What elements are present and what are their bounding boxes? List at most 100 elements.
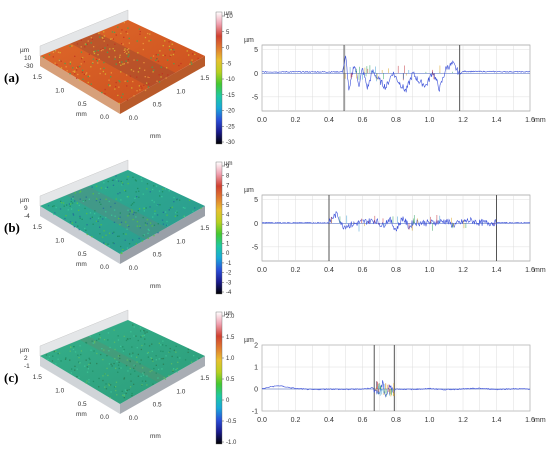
x-tick-label: 1.6 — [525, 417, 535, 424]
y-tick-label: 0 — [254, 71, 258, 78]
surface-texture — [47, 175, 202, 255]
x-tick-label: 0.6 — [358, 117, 368, 124]
surface-side-face — [40, 356, 120, 414]
surface-z-tick: -1 — [24, 363, 30, 370]
surface-axis-unit: mm — [150, 433, 161, 440]
surface-z-tick: 9 — [24, 205, 28, 212]
profile-series — [261, 211, 530, 232]
y-tick-label: 5 — [254, 197, 258, 204]
y-tick-label: 1 — [254, 365, 258, 372]
surface-front-face — [120, 356, 205, 414]
colorbar-tick: -30 — [226, 140, 235, 146]
colorbar-tick: -0.5 — [226, 419, 237, 425]
x-axis-unit: mm — [534, 117, 546, 124]
x-tick-label: 1.6 — [525, 117, 535, 124]
surface-side-tick: 1.5 — [33, 74, 42, 81]
surface-z-tick: 2 — [24, 355, 28, 362]
x-tick-label: 1.0 — [425, 117, 435, 124]
profile-chart: 5 0 -5 0.0 0.2 0.4 0.6 0.8 1.0 1.2 1.4 1.6 mm µm — [244, 37, 546, 124]
colorbar: µm9 8 7 6 5 4 3 2 1 0 -1 -2 -3 -4 — [215, 161, 232, 296]
profile-accents — [375, 381, 395, 397]
surface-axis-unit: mm — [150, 133, 161, 140]
surface-side-tick: 0.5 — [78, 251, 87, 258]
surface-side-tick: 0.5 — [78, 101, 87, 108]
y-tick-label: -1 — [252, 409, 258, 416]
surface-front-face — [120, 206, 205, 264]
colorbar-gradient — [215, 311, 223, 445]
surface-axis-unit: mm — [150, 283, 161, 290]
colorbar-tick: 0 — [226, 398, 230, 404]
profile-series — [261, 380, 531, 398]
colorbar-tick: 6 — [226, 193, 230, 199]
x-tick-label: 0.6 — [358, 267, 368, 274]
surface-texture — [43, 21, 199, 105]
surface-top — [40, 320, 205, 404]
colorbar-tick: 1.0 — [226, 356, 235, 362]
colorbar-tick: 10 — [226, 14, 233, 20]
colorbar-unit: µm — [224, 161, 232, 167]
x-tick-label: 1.4 — [492, 117, 502, 124]
surface-texture — [45, 324, 200, 399]
colorbar-tick: 2 — [226, 232, 230, 238]
y-tick-label: 0 — [254, 387, 258, 394]
colorbar-tick: 0 — [226, 251, 230, 257]
colorbar-tick: -3 — [226, 280, 232, 286]
surface-z-unit: µm — [20, 47, 29, 54]
x-tick-label: 0.4 — [324, 117, 334, 124]
surface-front-tick: 0.5 — [153, 102, 162, 109]
colorbar-tick: 1.5 — [226, 335, 235, 341]
profile-series — [261, 55, 531, 93]
x-tick-label: 0.0 — [257, 417, 267, 424]
row-2: (c)0.00.51.01.50.00.51.01.5mmmmµm2-1µm2.… — [4, 309, 546, 446]
surface-front-face — [120, 56, 205, 114]
surface-front-tick: 0.0 — [129, 415, 138, 422]
y-tick-label: 5 — [254, 47, 258, 54]
surface-z-tick: -4 — [24, 213, 30, 220]
profile-accents — [330, 215, 497, 232]
surface-front-tick: 0.0 — [129, 115, 138, 122]
x-tick-label: 0.2 — [291, 267, 301, 274]
x-tick-label: 0.6 — [358, 417, 368, 424]
profile-chart: 2 1 0 -10.0 0.2 0.4 0.6 0.8 1.0 1.2 1.4 1.6 mm µm — [244, 337, 546, 424]
colorbar-tick: 1 — [226, 242, 230, 248]
y-axis-unit: µm — [244, 187, 254, 194]
surface-side-tick: 0.5 — [78, 401, 87, 408]
surface-front-tick: 0.0 — [129, 265, 138, 272]
surface-3d: 0.0 0.5 1.0 1.5 0.0 0.5 1.0 1.5 mm mm µm9-4 — [20, 159, 210, 290]
colorbar-tick: -15 — [226, 93, 235, 99]
x-tick-label: 1.0 — [425, 267, 435, 274]
wear-track — [79, 336, 167, 383]
colorbar-tick: -20 — [226, 109, 235, 115]
x-tick-label: 1.4 — [492, 417, 502, 424]
surface-side-tick: 1.0 — [55, 87, 64, 94]
x-axis-unit: mm — [534, 267, 546, 274]
colorbar-tick: -2 — [226, 271, 232, 277]
colorbar-tick: 9 — [226, 164, 230, 170]
colorbar-tick: -25 — [226, 124, 235, 130]
surface-side-face — [40, 56, 120, 114]
colorbar-tick: 2.0 — [226, 314, 235, 320]
colorbar-tick: 5 — [226, 30, 230, 36]
row-label: (b) — [4, 220, 20, 235]
y-tick-label: 2 — [254, 343, 258, 350]
surface-side-tick: 1.0 — [55, 237, 64, 244]
x-tick-label: 1.4 — [492, 267, 502, 274]
colorbar-tick: 5 — [226, 203, 230, 209]
x-tick-label: 1.2 — [458, 117, 468, 124]
x-tick-label: 0.4 — [324, 267, 334, 274]
x-axis-unit: mm — [534, 417, 546, 424]
profile-accents — [344, 65, 453, 82]
surface-axis-unit: mm — [76, 411, 87, 418]
row-0: (a)0.00.51.01.50.00.51.01.5mmmmµm10-30µm… — [4, 9, 546, 146]
x-tick-label: 1.2 — [458, 417, 468, 424]
surface-front-tick: 1.0 — [176, 388, 185, 395]
colorbar-tick: -10 — [226, 77, 235, 83]
x-tick-label: 0.2 — [291, 417, 301, 424]
colorbar-tick: -5 — [226, 61, 232, 67]
colorbar-tick: 0 — [226, 46, 230, 52]
surface-front-tick: 0.5 — [153, 252, 162, 259]
surface-front-tick: 1.0 — [176, 238, 185, 245]
colorbar-tick: 3 — [226, 222, 230, 228]
surface-side-tick: 0.0 — [100, 264, 109, 271]
